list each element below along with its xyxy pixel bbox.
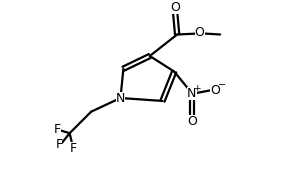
Text: O: O — [187, 115, 197, 128]
Text: F: F — [55, 138, 63, 151]
Text: N: N — [116, 91, 125, 105]
Text: O: O — [195, 26, 204, 39]
Text: F: F — [70, 142, 77, 155]
Text: O: O — [170, 1, 180, 14]
Text: O: O — [210, 84, 220, 97]
Text: F: F — [53, 123, 61, 136]
Text: N: N — [187, 87, 197, 100]
Text: −: − — [218, 80, 226, 90]
Text: +: + — [193, 84, 201, 93]
